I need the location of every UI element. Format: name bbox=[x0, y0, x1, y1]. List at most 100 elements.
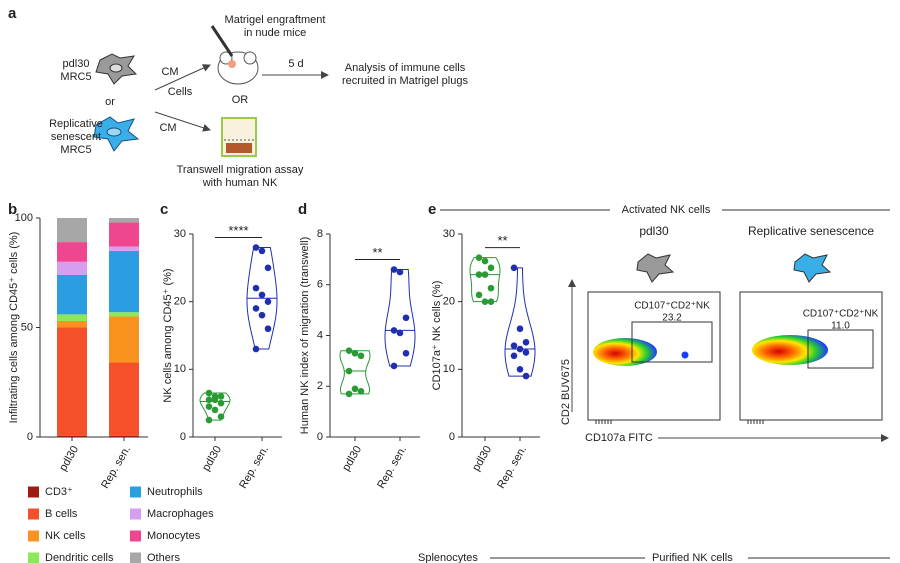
bar-segment bbox=[109, 362, 139, 436]
y-tick-label: 10 bbox=[443, 363, 455, 375]
violin bbox=[339, 350, 371, 395]
x-tick-label: Rep. sen. bbox=[99, 444, 133, 491]
schematic-label: MRC5 bbox=[60, 71, 91, 83]
gate-value: 23.2 bbox=[662, 313, 682, 324]
data-point bbox=[475, 254, 483, 261]
bar-segment bbox=[57, 320, 87, 328]
data-point bbox=[357, 352, 365, 360]
schematic-label: or bbox=[105, 96, 115, 108]
y-tick-label: 0 bbox=[180, 431, 186, 443]
density-plot bbox=[681, 351, 689, 359]
data-point bbox=[252, 345, 260, 353]
legend-label: Neutrophils bbox=[147, 486, 203, 498]
y-axis-label: Infiltrating cells among CD45⁺ cells (%) bbox=[8, 232, 20, 424]
x-tick-label: Rep. sen. bbox=[495, 444, 529, 491]
section-heading: Splenocytes bbox=[418, 552, 478, 563]
data-point bbox=[402, 349, 410, 357]
y-tick-label: 10 bbox=[174, 363, 186, 375]
significance-label: **** bbox=[228, 223, 248, 238]
gate bbox=[631, 321, 713, 363]
data-point bbox=[481, 271, 489, 278]
y-tick-label: 4 bbox=[317, 329, 323, 341]
schematic-label: Matrigel engraftment bbox=[225, 14, 326, 26]
bar-segment bbox=[57, 218, 87, 243]
schematic-label: recruited in Matrigel plugs bbox=[342, 75, 468, 87]
data-point bbox=[211, 406, 219, 414]
bar-segment bbox=[109, 218, 139, 223]
data-point bbox=[390, 266, 398, 273]
panel-label: e bbox=[428, 201, 436, 218]
data-point bbox=[258, 247, 266, 255]
x-tick-label: Rep. sen. bbox=[375, 444, 409, 491]
data-point bbox=[351, 349, 359, 357]
bar-segment bbox=[109, 316, 139, 363]
density-plot bbox=[593, 338, 657, 366]
y-axis-label: Human NK index of migration (transwell) bbox=[299, 237, 311, 434]
data-point bbox=[205, 403, 213, 410]
bar-segment bbox=[57, 274, 87, 315]
schematic-label: 5 d bbox=[288, 58, 303, 70]
gate-label: CD107⁺CD2⁺NK bbox=[803, 309, 879, 320]
violin bbox=[199, 392, 231, 421]
data-point bbox=[516, 366, 524, 373]
x-tick-label: pdl30 bbox=[470, 444, 494, 473]
data-point bbox=[510, 342, 518, 349]
data-point bbox=[252, 305, 260, 312]
y-tick-label: 30 bbox=[443, 228, 455, 240]
data-point bbox=[390, 327, 398, 334]
data-point bbox=[510, 264, 518, 272]
y-tick-label: 0 bbox=[449, 431, 455, 443]
x-tick-label: Rep. sen. bbox=[237, 444, 271, 491]
data-point bbox=[487, 298, 495, 305]
data-point bbox=[351, 385, 359, 393]
legend-swatch bbox=[130, 552, 141, 563]
legend-swatch bbox=[28, 530, 39, 542]
data-point bbox=[252, 244, 260, 251]
data-point bbox=[217, 399, 225, 407]
legend-swatch bbox=[130, 508, 141, 520]
data-point bbox=[475, 291, 483, 299]
legend-label: Others bbox=[147, 552, 181, 563]
x-tick-label: pdl30 bbox=[57, 444, 81, 473]
plot-frame bbox=[739, 291, 883, 421]
data-point bbox=[264, 298, 272, 305]
data-point bbox=[205, 396, 213, 404]
plot-title: pdl30 bbox=[639, 224, 669, 238]
data-point bbox=[252, 284, 260, 292]
data-point bbox=[264, 325, 272, 333]
schematic-label: Cells bbox=[168, 86, 193, 98]
significance-label: ** bbox=[372, 245, 382, 260]
data-point bbox=[522, 338, 530, 346]
data-point bbox=[390, 362, 398, 370]
data-point bbox=[396, 329, 404, 337]
section-heading: Purified NK cells bbox=[652, 552, 733, 563]
section-heading: Activated NK cells bbox=[622, 204, 711, 216]
violin bbox=[384, 269, 416, 367]
data-point bbox=[345, 367, 353, 375]
data-point bbox=[522, 349, 530, 356]
axis-label: CD107a FITC bbox=[585, 432, 653, 444]
schematic-label: CM bbox=[159, 122, 176, 134]
y-tick-label: 20 bbox=[443, 296, 455, 308]
bar-segment bbox=[57, 314, 87, 321]
data-point bbox=[396, 268, 404, 276]
panel-label: c bbox=[160, 201, 168, 218]
plot-title: Replicative senescence bbox=[748, 224, 874, 238]
y-tick-label: 50 bbox=[21, 321, 33, 333]
schematic-label: in nude mice bbox=[244, 27, 306, 39]
data-point bbox=[345, 390, 353, 398]
data-point bbox=[258, 311, 266, 319]
y-tick-label: 0 bbox=[317, 431, 323, 443]
schematic-label: CM bbox=[161, 66, 178, 78]
gate-value: 11.0 bbox=[831, 321, 850, 332]
data-point bbox=[205, 416, 213, 424]
data-point bbox=[357, 388, 365, 395]
data-point bbox=[487, 264, 495, 272]
gate-label: CD107⁺CD2⁺NK bbox=[634, 301, 710, 312]
bar-segment bbox=[57, 242, 87, 262]
schematic-label: MRC5 bbox=[60, 144, 91, 156]
legend-label: Macrophages bbox=[147, 508, 214, 520]
bar-segment bbox=[109, 435, 139, 437]
